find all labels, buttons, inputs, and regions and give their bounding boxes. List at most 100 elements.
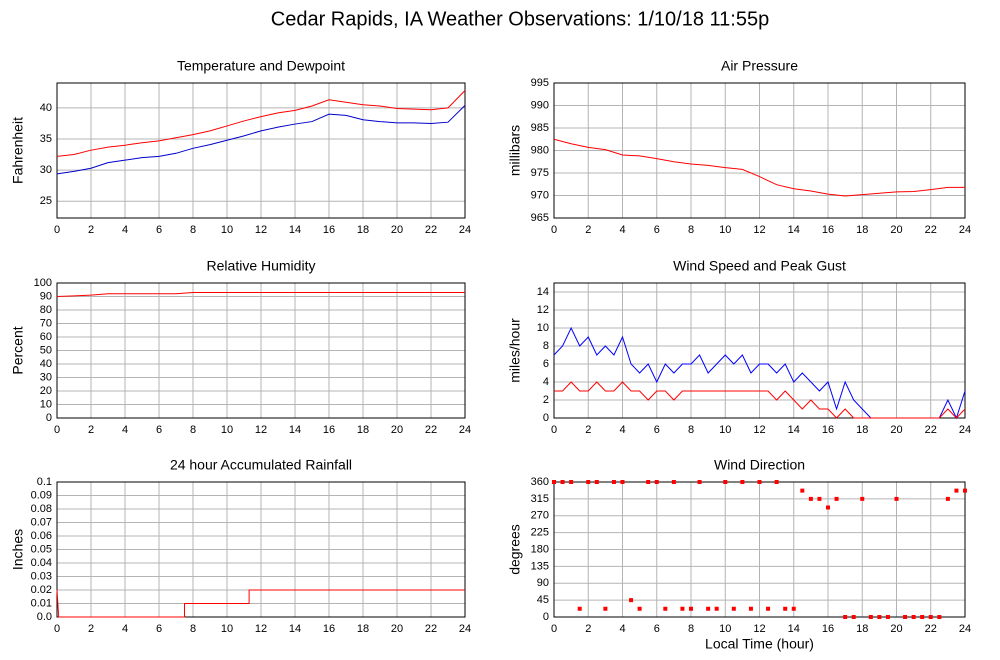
data-point xyxy=(637,606,642,611)
x-tick-label: 16 xyxy=(822,424,834,436)
x-tick-label: 8 xyxy=(688,623,694,635)
y-tick-label: 360 xyxy=(531,476,549,488)
chart-title: Relative Humidity xyxy=(207,258,316,274)
data-point xyxy=(594,480,599,484)
data-point xyxy=(843,615,848,619)
data-point xyxy=(611,480,616,484)
x-tick-label: 14 xyxy=(788,224,800,236)
y-tick-label: 2 xyxy=(543,394,549,406)
chart-title: Temperature and Dewpoint xyxy=(177,58,345,74)
y-tick-label: 8 xyxy=(543,340,549,352)
x-tick-label: 20 xyxy=(890,224,902,236)
x-tick-label: 10 xyxy=(221,623,233,635)
data-point xyxy=(560,480,565,484)
x-tick-label: 24 xyxy=(459,623,471,635)
y-tick-label: 14 xyxy=(537,286,549,298)
x-tick-label: 24 xyxy=(959,224,971,236)
y-tick-label: 30 xyxy=(40,164,52,176)
y-tick-label: 0.01 xyxy=(31,597,52,609)
plot-frame xyxy=(56,282,466,419)
x-tick-label: 6 xyxy=(156,224,162,236)
x-tick-label: 10 xyxy=(719,623,731,635)
x-tick-label: 2 xyxy=(88,424,94,436)
data-point xyxy=(920,615,925,619)
x-tick-label: 16 xyxy=(822,224,834,236)
x-tick-label: 4 xyxy=(619,424,625,436)
data-line xyxy=(554,381,966,419)
x-tick-label: 22 xyxy=(425,623,437,635)
data-point xyxy=(680,606,685,611)
y-tick-label: 0.04 xyxy=(31,557,52,569)
x-tick-label: 12 xyxy=(255,623,267,635)
y-tick-label: 270 xyxy=(531,510,549,522)
x-tick-label: 16 xyxy=(822,623,834,635)
data-line xyxy=(56,90,466,157)
data-point xyxy=(774,480,779,484)
x-tick-label: 20 xyxy=(391,224,403,236)
data-point xyxy=(834,496,839,501)
data-point xyxy=(885,615,890,619)
data-line xyxy=(56,589,465,618)
y-axis-label: Inches xyxy=(10,529,26,570)
y-tick-label: 135 xyxy=(531,560,549,572)
y-axis-label: millibars xyxy=(507,125,523,176)
y-tick-label: 0 xyxy=(46,412,52,424)
y-tick-label: 0.0 xyxy=(37,611,52,623)
x-tick-label: 18 xyxy=(357,224,369,236)
data-point xyxy=(808,496,813,501)
data-point xyxy=(868,615,873,619)
data-point xyxy=(740,480,745,484)
x-tick-label: 20 xyxy=(391,424,403,436)
x-tick-label: 4 xyxy=(122,424,128,436)
chart-title: Air Pressure xyxy=(721,58,798,74)
x-tick-label: 6 xyxy=(654,424,660,436)
y-tick-label: 0.02 xyxy=(31,584,52,596)
y-tick-label: 180 xyxy=(531,543,549,555)
data-line xyxy=(56,291,465,297)
y-tick-label: 0.06 xyxy=(31,530,52,542)
x-axis-label: Local Time (hour) xyxy=(705,636,814,652)
data-point xyxy=(620,480,625,484)
y-axis-label: Fahrenheit xyxy=(10,117,26,184)
data-point xyxy=(586,480,591,484)
y-tick-label: 12 xyxy=(537,304,549,316)
x-tick-label: 2 xyxy=(585,424,591,436)
x-tick-label: 16 xyxy=(323,224,335,236)
data-point xyxy=(911,615,916,619)
x-tick-label: 22 xyxy=(925,224,937,236)
y-tick-label: 90 xyxy=(40,290,52,302)
x-tick-label: 22 xyxy=(425,224,437,236)
y-tick-label: 40 xyxy=(40,358,52,370)
y-tick-label: 90 xyxy=(537,577,549,589)
data-point xyxy=(663,606,668,611)
y-tick-label: 45 xyxy=(537,594,549,606)
y-tick-label: 975 xyxy=(531,167,549,179)
data-point xyxy=(894,496,899,501)
y-tick-label: 30 xyxy=(40,371,52,383)
data-point xyxy=(646,480,651,484)
x-tick-label: 2 xyxy=(585,623,591,635)
chart-panel: Air Pressure millibars 965 970 975 980 985 990 9… xyxy=(507,58,971,236)
y-tick-label: 10 xyxy=(537,322,549,334)
x-tick-label: 16 xyxy=(323,424,335,436)
chart-panel: Relative HumidityPercent0102030405060708… xyxy=(10,258,471,436)
x-tick-label: 18 xyxy=(357,623,369,635)
x-tick-label: 6 xyxy=(156,623,162,635)
data-line xyxy=(56,105,466,175)
data-point xyxy=(552,480,556,484)
y-tick-label: 970 xyxy=(531,189,549,201)
x-tick-label: 6 xyxy=(156,424,162,436)
x-tick-label: 18 xyxy=(357,424,369,436)
y-tick-label: 100 xyxy=(34,277,52,289)
x-tick-label: 8 xyxy=(190,224,196,236)
x-tick-label: 14 xyxy=(289,424,301,436)
chart-title: Wind Direction xyxy=(714,457,805,473)
x-tick-label: 6 xyxy=(654,224,660,236)
y-tick-label: 315 xyxy=(531,493,549,505)
data-point xyxy=(569,480,574,484)
y-tick-label: 10 xyxy=(40,398,52,410)
y-axis-label: degrees xyxy=(507,524,523,575)
data-point xyxy=(748,606,753,611)
chart-panel: Temperature and Dewpoint Fahrenheit 25 30 35… xyxy=(10,58,471,236)
data-point xyxy=(851,615,856,619)
